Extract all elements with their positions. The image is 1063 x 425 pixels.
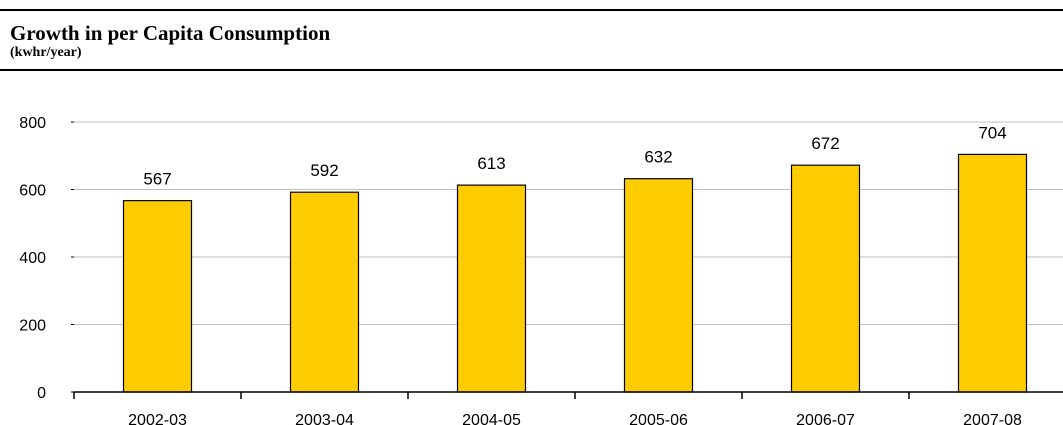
x-tick-label: 2006-07 xyxy=(796,412,855,425)
data-label: 672 xyxy=(811,134,839,153)
data-label: 613 xyxy=(477,154,505,173)
chart-title: Growth in per Capita Consumption xyxy=(10,21,331,45)
bar xyxy=(957,153,1028,393)
bar xyxy=(289,191,360,393)
y-tick-label: 400 xyxy=(19,250,46,267)
data-label: 567 xyxy=(143,170,171,189)
x-tick-label: 2007-08 xyxy=(963,412,1022,425)
bar xyxy=(122,200,193,393)
header-bottom-rule xyxy=(0,69,1063,71)
y-tick-label: 600 xyxy=(19,183,46,200)
x-tick-label: 2003-04 xyxy=(295,412,354,425)
bar xyxy=(623,178,694,393)
x-tick-label: 2005-06 xyxy=(629,412,688,425)
y-tick-label: 800 xyxy=(19,115,46,132)
bar xyxy=(456,184,527,393)
bar xyxy=(790,164,861,393)
x-tick-label: 2004-05 xyxy=(462,412,521,425)
x-tick-label: 2002-03 xyxy=(128,412,187,425)
y-tick-label: 200 xyxy=(19,318,46,335)
data-label: 704 xyxy=(978,123,1006,142)
chart-subtitle: (kwhr/year) xyxy=(10,45,82,60)
data-label: 592 xyxy=(310,161,338,180)
header-top-rule xyxy=(0,9,1063,11)
y-tick-label: 0 xyxy=(37,385,46,402)
data-label: 632 xyxy=(644,148,672,167)
